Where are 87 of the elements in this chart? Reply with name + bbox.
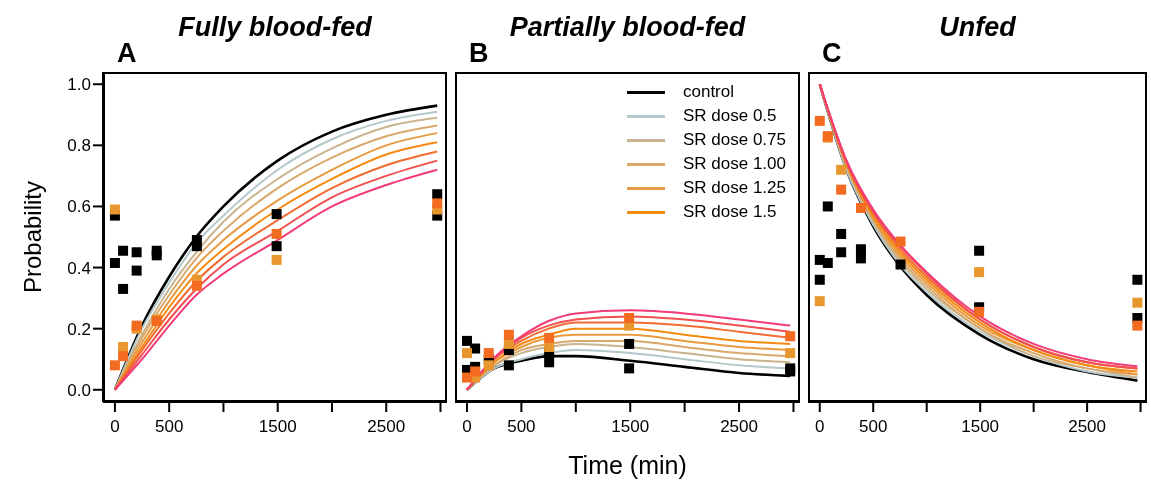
y-axis-title: Probability xyxy=(18,180,46,294)
point xyxy=(895,259,906,270)
x-axis-title: Time (min) xyxy=(567,451,688,480)
point xyxy=(1132,320,1143,331)
x-tick-label: 1500 xyxy=(961,417,1000,437)
point xyxy=(432,189,443,200)
legend-label: SR dose 1.25 xyxy=(682,177,786,199)
chart-title: Fully blood-fed xyxy=(178,12,372,42)
point xyxy=(191,280,202,291)
chart-title: Partially blood-fed xyxy=(509,12,746,42)
y-tick-label: 0.6 xyxy=(67,197,91,217)
x-tick-label: 0 xyxy=(462,417,472,437)
point xyxy=(822,201,833,212)
x-tick-label: 1500 xyxy=(611,417,650,437)
y-tick-label: 0.4 xyxy=(67,258,91,278)
point xyxy=(1132,274,1143,285)
point xyxy=(118,245,129,256)
point xyxy=(118,351,129,362)
point xyxy=(118,342,129,352)
point xyxy=(836,164,847,175)
point xyxy=(836,247,847,258)
x-tick-label: 500 xyxy=(507,417,536,437)
point xyxy=(974,306,985,317)
point xyxy=(624,338,635,349)
point xyxy=(109,204,120,215)
point xyxy=(461,348,472,359)
point xyxy=(822,257,833,268)
point xyxy=(895,236,906,247)
y-tick-label: 0.2 xyxy=(67,319,91,339)
point xyxy=(624,363,635,374)
point xyxy=(151,250,162,261)
point xyxy=(544,357,555,368)
point xyxy=(461,372,472,383)
text: C xyxy=(822,38,842,69)
point xyxy=(271,209,282,220)
point xyxy=(271,241,282,252)
point xyxy=(483,360,494,371)
y-tick-label: 0.0 xyxy=(67,380,91,400)
point xyxy=(814,274,825,285)
point xyxy=(461,335,472,346)
point xyxy=(855,244,866,255)
point xyxy=(109,360,120,371)
point xyxy=(974,267,985,278)
point xyxy=(503,338,514,349)
text: B xyxy=(469,38,489,69)
point xyxy=(503,329,514,340)
point xyxy=(191,241,202,252)
x-tick-label: 500 xyxy=(155,417,184,437)
point xyxy=(470,366,481,377)
point xyxy=(974,245,985,256)
x-tick-label: 500 xyxy=(859,417,888,437)
point xyxy=(271,254,282,265)
legend-label: SR dose 1.5 xyxy=(682,201,777,223)
chart-title: Unfed xyxy=(939,12,1016,42)
y-tick-label: 0.8 xyxy=(67,136,91,156)
point xyxy=(131,247,142,258)
point xyxy=(836,184,847,195)
x-tick-label: 0 xyxy=(815,417,825,437)
point xyxy=(118,283,129,294)
x-tick-label: 2500 xyxy=(720,417,758,437)
point xyxy=(544,342,555,352)
point xyxy=(624,312,635,323)
point xyxy=(785,331,796,342)
x-tick-label: 2500 xyxy=(1068,417,1107,437)
point xyxy=(432,198,443,209)
point xyxy=(271,228,282,239)
point xyxy=(109,257,120,268)
point xyxy=(503,360,514,371)
point xyxy=(855,202,866,213)
point xyxy=(483,348,494,359)
legend-label: SR dose 0.5 xyxy=(682,105,777,127)
point xyxy=(836,228,847,239)
legend-label: SR dose 1.00 xyxy=(682,153,786,175)
point xyxy=(131,265,142,276)
point xyxy=(814,115,825,126)
point xyxy=(544,332,555,343)
legend-label: SR dose 0.75 xyxy=(682,129,786,151)
y-tick-label: 1.0 xyxy=(67,75,91,95)
text: A xyxy=(117,38,137,69)
x-tick-label: 0 xyxy=(110,417,120,437)
legend-label: control xyxy=(682,81,735,103)
point xyxy=(785,348,796,359)
x-tick-label: 1500 xyxy=(258,417,297,437)
point xyxy=(855,253,866,264)
point xyxy=(1132,297,1143,308)
point xyxy=(814,296,825,307)
x-tick-label: 2500 xyxy=(367,417,406,437)
